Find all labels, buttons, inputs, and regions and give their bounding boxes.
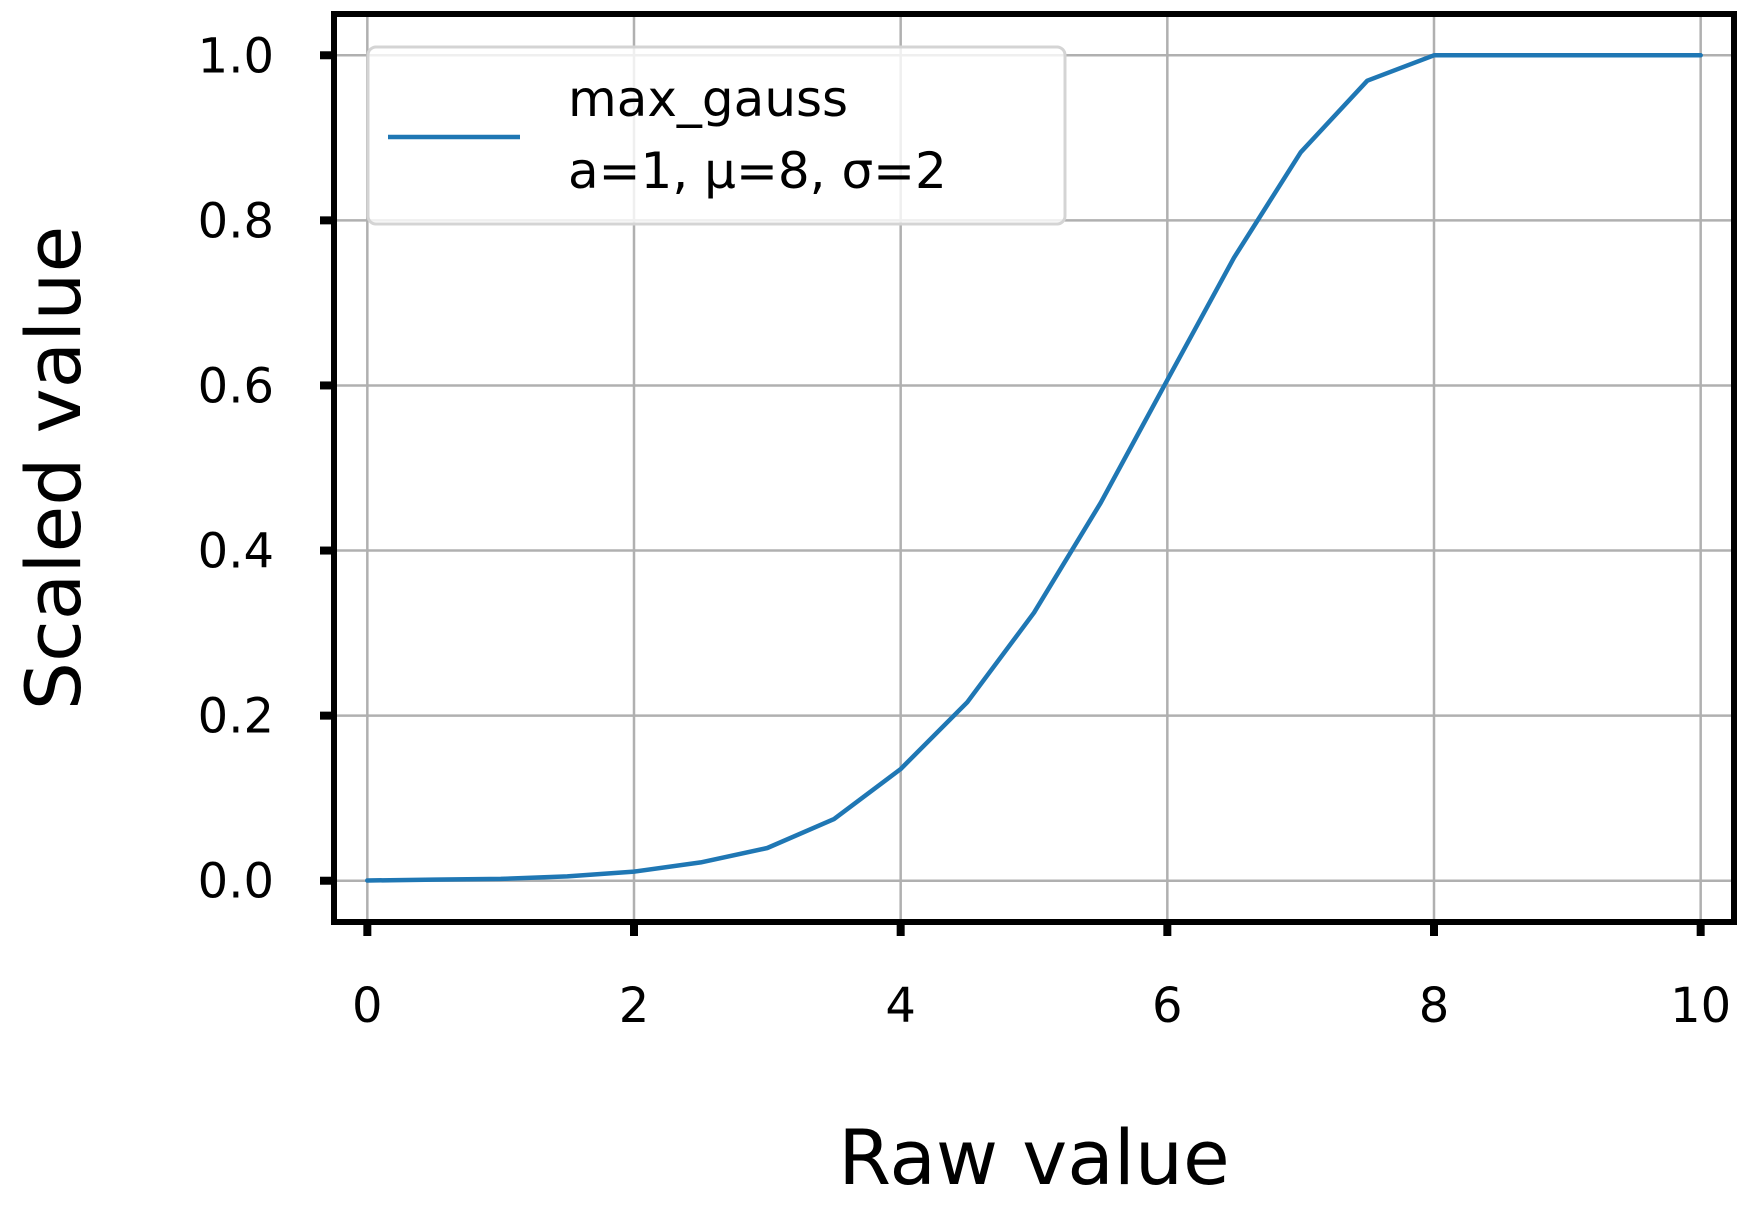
y-tick-label: 0.8: [198, 193, 274, 249]
legend-label-params: a=1, μ=8, σ=2: [568, 142, 947, 200]
x-tick-label: 10: [1670, 978, 1731, 1034]
series-layer: [365, 53, 1703, 883]
y-axis-title: Scaled value: [9, 226, 98, 710]
x-axis-title: Raw value: [838, 1113, 1230, 1202]
y-tick-label: 0.4: [198, 524, 274, 580]
ticks: 0 2 4 6 8 10 0.0 0.2 0.4 0.6 0.8 1.0: [198, 28, 1732, 1034]
x-tick-label: 8: [1419, 978, 1450, 1034]
x-tick-label: 0: [352, 978, 383, 1034]
plot-frame: [331, 11, 1737, 925]
series-line: [365, 53, 1703, 883]
x-tick-label: 6: [1152, 978, 1183, 1034]
legend-label-name: max_gauss: [568, 70, 848, 128]
y-tick-label: 0.0: [198, 854, 274, 910]
x-tick-label: 2: [619, 978, 650, 1034]
legend: max_gauss a=1, μ=8, σ=2: [366, 45, 1067, 226]
x-tick-label: 4: [885, 978, 916, 1034]
y-tick-label: 1.0: [198, 28, 274, 84]
legend-box: [366, 45, 1067, 226]
y-tick-label: 0.6: [198, 358, 274, 414]
y-tick-label: 0.2: [198, 689, 274, 745]
